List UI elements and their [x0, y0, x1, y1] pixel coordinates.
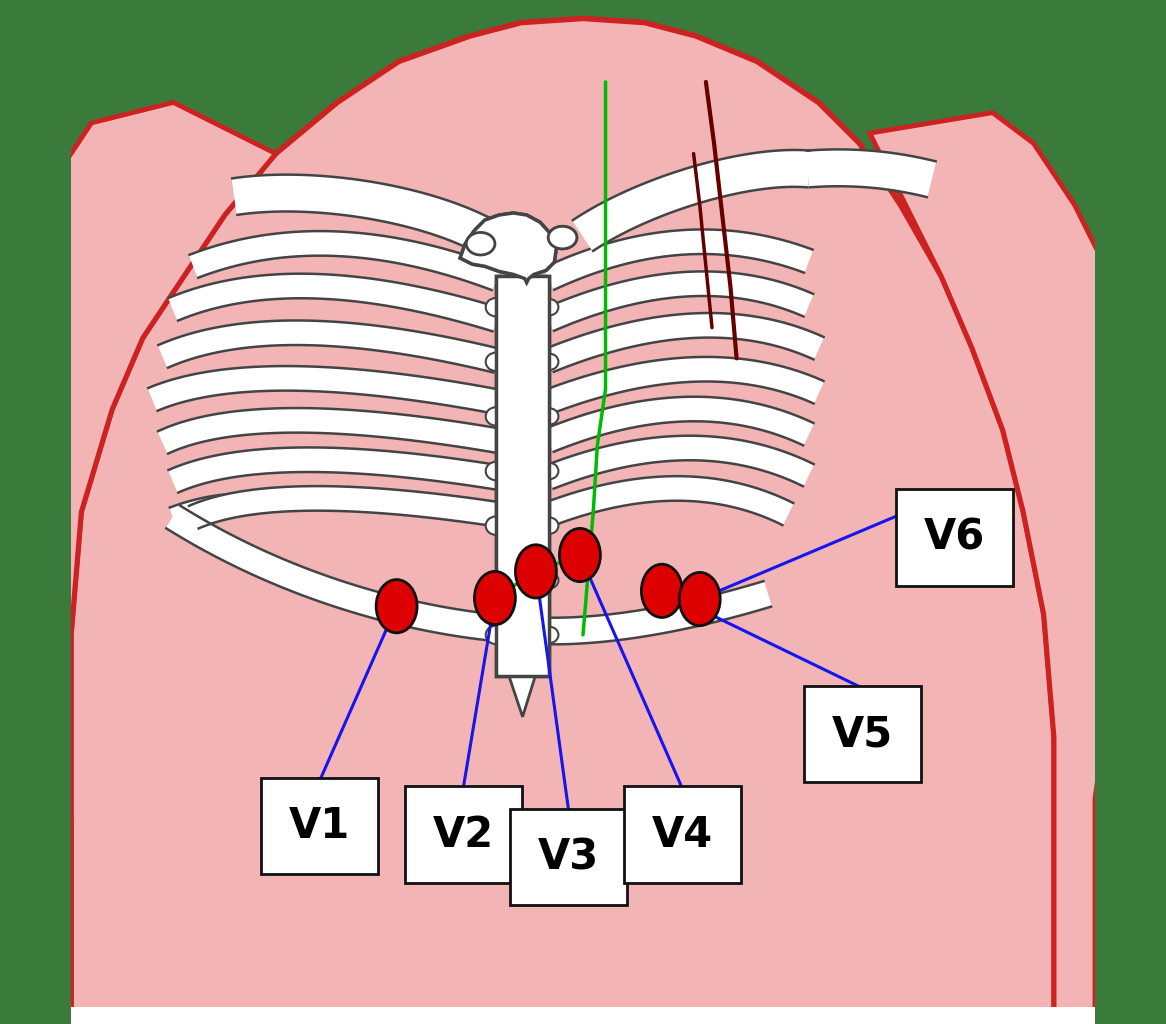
Polygon shape [545, 357, 823, 413]
Text: V6: V6 [925, 516, 985, 559]
Ellipse shape [486, 352, 506, 371]
Ellipse shape [466, 232, 494, 255]
Polygon shape [545, 313, 823, 372]
FancyBboxPatch shape [405, 786, 521, 883]
Polygon shape [545, 229, 813, 290]
Ellipse shape [486, 298, 506, 316]
Bar [71, 1007, 1095, 1024]
Ellipse shape [486, 626, 506, 644]
Ellipse shape [540, 627, 559, 643]
Polygon shape [545, 271, 813, 331]
Ellipse shape [377, 580, 417, 633]
Polygon shape [170, 494, 255, 526]
Ellipse shape [540, 463, 559, 479]
Polygon shape [545, 476, 793, 525]
Polygon shape [461, 213, 556, 283]
Text: V4: V4 [652, 813, 712, 856]
Text: V2: V2 [433, 813, 493, 856]
Text: V3: V3 [538, 836, 599, 879]
Text: V1: V1 [289, 805, 351, 848]
Ellipse shape [540, 517, 559, 534]
FancyBboxPatch shape [71, 1009, 1095, 1024]
Ellipse shape [515, 545, 556, 598]
Ellipse shape [540, 409, 559, 425]
FancyBboxPatch shape [511, 809, 627, 905]
Polygon shape [545, 435, 814, 488]
Ellipse shape [486, 462, 506, 480]
Polygon shape [169, 447, 498, 493]
Ellipse shape [486, 408, 506, 426]
FancyBboxPatch shape [624, 786, 740, 883]
Polygon shape [520, 582, 771, 644]
Ellipse shape [641, 564, 682, 617]
Polygon shape [507, 671, 536, 717]
Polygon shape [20, 102, 276, 1024]
FancyBboxPatch shape [897, 489, 1013, 586]
Polygon shape [169, 273, 499, 331]
Polygon shape [573, 150, 809, 251]
Polygon shape [167, 506, 522, 643]
Polygon shape [190, 231, 500, 290]
FancyBboxPatch shape [261, 778, 378, 874]
Polygon shape [807, 150, 935, 197]
Text: V5: V5 [833, 713, 893, 756]
Polygon shape [159, 408, 498, 454]
Ellipse shape [486, 516, 506, 535]
Ellipse shape [540, 353, 559, 370]
Ellipse shape [486, 571, 506, 590]
Ellipse shape [560, 528, 600, 582]
Ellipse shape [475, 571, 515, 625]
Polygon shape [870, 113, 1136, 1024]
Polygon shape [148, 366, 498, 414]
Ellipse shape [548, 226, 577, 249]
Ellipse shape [680, 572, 721, 626]
Polygon shape [496, 276, 549, 676]
Polygon shape [159, 321, 499, 373]
Polygon shape [461, 213, 556, 283]
Polygon shape [189, 486, 498, 528]
Ellipse shape [540, 299, 559, 315]
Polygon shape [71, 18, 1054, 1024]
Ellipse shape [540, 572, 559, 589]
FancyBboxPatch shape [805, 686, 921, 782]
Polygon shape [545, 396, 814, 452]
Ellipse shape [466, 232, 494, 255]
Polygon shape [496, 276, 549, 676]
Polygon shape [232, 175, 511, 261]
Ellipse shape [548, 226, 577, 249]
